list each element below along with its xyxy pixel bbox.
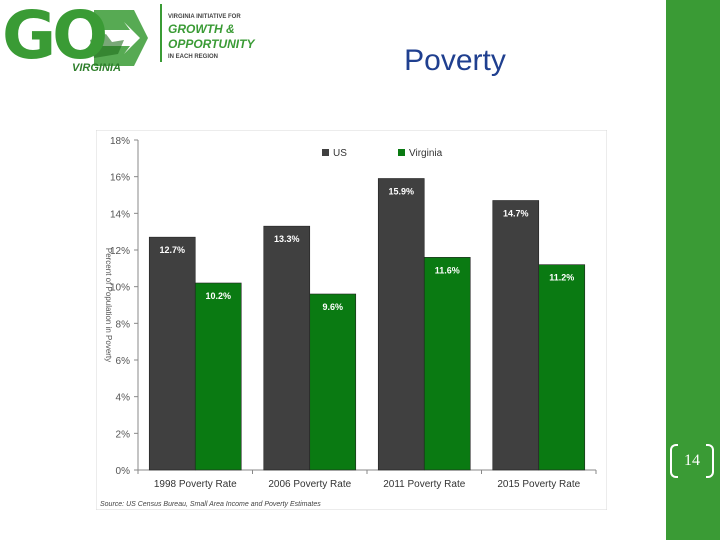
legend-label-virginia: Virginia — [409, 148, 443, 159]
poverty-chart: 0% 2% 4% 6% 8% 10% 12% 14% 16% 18% Percent of Popu… — [96, 130, 607, 510]
logo-tagline-top: VIRGINIA INITIATIVE FOR — [168, 14, 241, 20]
data-label: 12.7% — [159, 245, 185, 255]
x-tick-label: 1998 Poverty Rate — [154, 479, 237, 490]
logo-tagline-opportunity: OPPORTUNITY — [168, 37, 255, 51]
logo-arrow-graphic — [90, 10, 148, 66]
x-tick-label: 2006 Poverty Rate — [268, 479, 351, 490]
page-number: 14 — [668, 444, 716, 478]
page-number-bracket-left — [670, 444, 678, 478]
legend-swatch-us — [322, 149, 329, 156]
bar-us-3 — [492, 200, 540, 471]
bar-virginia-0 — [194, 282, 242, 471]
y-tick-label: 16% — [110, 173, 130, 184]
bar-us-0 — [148, 236, 196, 471]
y-tick-label: 6% — [116, 356, 131, 367]
y-axis-title: Percent of Population in Poverty — [104, 248, 113, 362]
data-label: 11.6% — [435, 265, 460, 275]
chart-source: Source: US Census Bureau, Small Area Inc… — [100, 501, 321, 508]
bar-us-1 — [263, 225, 311, 471]
bar-virginia-2 — [423, 257, 471, 471]
y-tick-label: 0% — [116, 466, 131, 477]
legend-swatch-virginia — [398, 149, 405, 156]
slide-title: Poverty — [404, 44, 506, 77]
x-tick-label: 2015 Poverty Rate — [497, 479, 580, 490]
data-label: 13.3% — [274, 234, 300, 244]
data-label: 14.7% — [503, 209, 529, 219]
bar-virginia-3 — [538, 264, 586, 471]
page-number-bracket-right — [706, 444, 714, 478]
y-tick-label: 4% — [116, 393, 131, 404]
logo-tagline-bottom: IN EACH REGION — [168, 54, 219, 60]
logo-tagline-growth: GROWTH & — [168, 22, 235, 36]
data-label: 15.9% — [388, 187, 414, 197]
data-label: 11.2% — [549, 273, 574, 283]
go-virginia-logo: GO VIRGINIA VIRGINIA INITIATIVE FOR GROW… — [2, 0, 264, 84]
chart-svg: 0% 2% 4% 6% 8% 10% 12% 14% 16% 18% Percent of Popu… — [96, 130, 607, 510]
y-tick-label: 8% — [116, 319, 131, 330]
y-tick-label: 2% — [116, 429, 131, 440]
side-accent-bar — [666, 0, 720, 540]
y-tick-label: 10% — [110, 283, 130, 294]
y-tick-label: 12% — [110, 246, 130, 257]
bar-us-2 — [377, 178, 425, 471]
data-label: 9.6% — [322, 302, 343, 312]
y-tick-label: 14% — [110, 209, 130, 220]
x-tick-label: 2011 Poverty Rate — [383, 479, 466, 490]
bar-virginia-1 — [309, 293, 357, 471]
legend-label-us: US — [333, 148, 347, 159]
page-number-text: 14 — [684, 452, 700, 469]
logo-divider — [160, 4, 162, 62]
logo-virginia-text: VIRGINIA — [72, 62, 121, 74]
data-label: 10.2% — [205, 291, 231, 301]
y-tick-label: 18% — [110, 136, 130, 147]
logo-go-text: GO — [2, 0, 108, 74]
